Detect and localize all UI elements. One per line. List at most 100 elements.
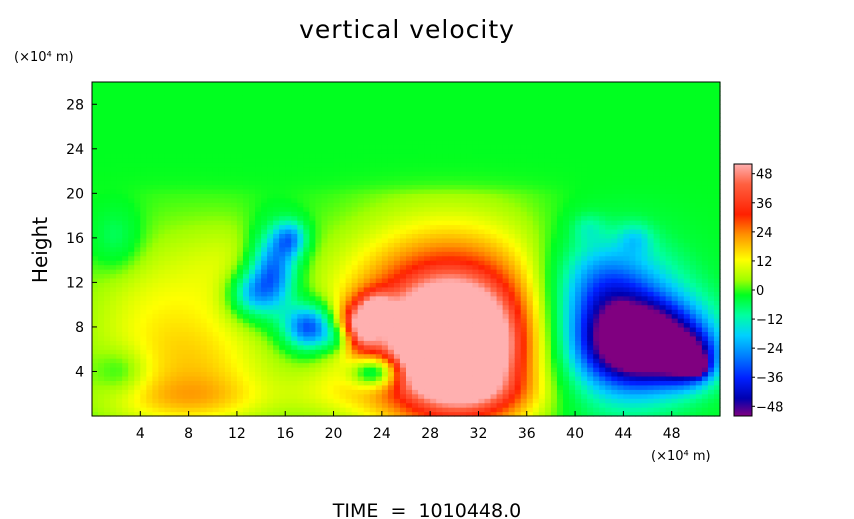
heatmap-cell [315,322,323,328]
heatmap-cell [122,326,129,332]
heatmap-cell [267,273,274,279]
heatmap-cell [454,255,461,261]
heatmap-cell [393,171,401,177]
heatmap-cell [134,371,141,377]
heatmap-cell [472,282,480,288]
heatmap-cell [357,407,365,413]
heatmap-cell [369,193,377,199]
heatmap-cell [466,162,474,168]
heatmap-cell [424,108,431,114]
heatmap-cell [134,95,141,101]
heatmap-cell [110,162,117,168]
heatmap-cell [460,353,467,359]
heatmap-cell [170,135,178,141]
heatmap-cell [339,277,347,283]
heatmap-cell [92,215,99,221]
heatmap-cell [436,104,443,110]
heatmap-cell [418,233,425,239]
heatmap-cell [387,206,395,212]
heatmap-cell [218,358,226,364]
heatmap-cell [466,139,474,145]
heatmap-cell [212,184,220,190]
heatmap-cell [472,237,480,243]
heatmap-cell [478,273,486,279]
heatmap-cell [466,206,474,212]
heatmap-cell [242,255,250,261]
heatmap-cell [454,157,461,163]
heatmap-cell [182,402,190,408]
heatmap-cell [122,398,129,404]
heatmap-cell [224,313,232,319]
heatmap-cell [273,375,280,381]
heatmap-cell [309,411,317,417]
heatmap-cell [122,175,129,181]
heatmap-cell [128,277,135,283]
heatmap-cell [375,193,383,199]
heatmap-cell [170,411,178,417]
heatmap-cell [134,202,141,208]
heatmap-cell [261,402,268,408]
heatmap-cell [194,300,202,306]
heatmap-cell [255,233,262,239]
heatmap-cell [140,202,147,208]
heatmap-cell [188,380,196,386]
heatmap-cell [442,384,449,390]
heatmap-cell [218,322,226,328]
heatmap-cell [309,375,317,381]
heatmap-cell [424,99,431,105]
heatmap-cell [110,144,117,150]
heatmap-cell [242,139,250,145]
heatmap-cell [188,313,196,319]
heatmap-cell [466,389,474,395]
heatmap-cell [200,318,208,324]
heatmap-cell [134,224,141,230]
heatmap-cell [412,411,419,417]
heatmap-cell [92,99,99,105]
heatmap-cell [424,153,431,159]
heatmap-cell [339,175,347,181]
heatmap-cell [158,313,166,319]
heatmap-cell [261,108,268,114]
heatmap-cell [236,206,244,212]
heatmap-cell [164,300,172,306]
heatmap-cell [249,309,256,315]
heatmap-cell [98,237,105,243]
heatmap-cell [140,153,147,159]
heatmap-cell [484,117,492,123]
heatmap-cell [182,82,190,88]
heatmap-cell [472,193,480,199]
heatmap-cell [206,135,214,141]
heatmap-cell [128,335,135,341]
heatmap-cell [267,264,274,270]
heatmap-cell [104,197,111,203]
heatmap-cell [279,224,286,230]
heatmap-cell [230,228,238,235]
heatmap-cell [303,99,310,105]
heatmap-cell [363,184,371,190]
heatmap-cell [399,188,407,194]
heatmap-cell [291,309,298,315]
heatmap-cell [399,122,407,128]
heatmap-cell [418,224,425,230]
heatmap-cell [104,340,111,346]
heatmap-cell [327,335,335,341]
heatmap-cell [146,335,153,341]
heatmap-cell [315,166,323,172]
heatmap-cell [255,371,262,377]
heatmap-cell [399,407,407,413]
heatmap-cell [279,273,286,279]
heatmap-cell [116,135,123,141]
heatmap-cell [424,184,431,190]
heatmap-cell [424,340,431,346]
heatmap-cell [406,291,413,297]
heatmap-cell [412,108,419,114]
heatmap-cell [224,157,232,163]
heatmap-cell [442,313,449,319]
heatmap-cell [381,130,389,137]
heatmap-cell [182,277,190,283]
heatmap-cell [170,171,178,177]
heatmap-cell [267,99,274,105]
heatmap-cell [170,335,178,341]
heatmap-cell [224,188,232,194]
heatmap-cell [460,335,467,341]
